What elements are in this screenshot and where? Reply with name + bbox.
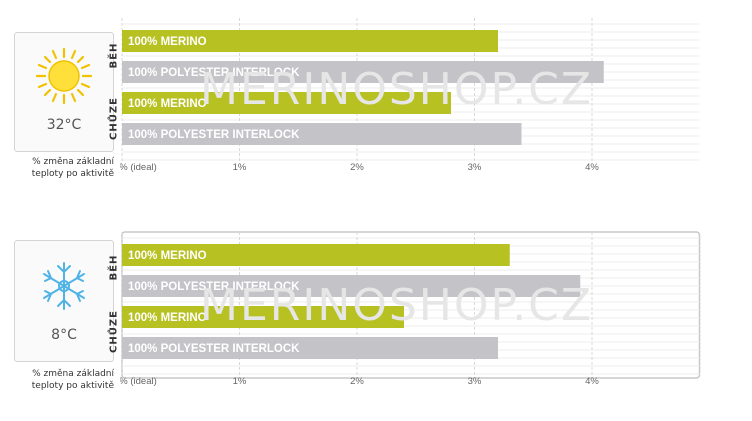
bar-polyester — [122, 337, 498, 359]
bar-label: 100% POLYESTER INTERLOCK — [128, 281, 300, 293]
icon-box-cold: 8°C — [14, 240, 114, 362]
group-label: BĚH — [108, 254, 120, 281]
bar-label: 100% POLYESTER INTERLOCK — [128, 129, 300, 141]
tick-label: 0% (ideal) — [120, 376, 157, 387]
sun-icon — [35, 47, 93, 105]
tick-label: 0% (ideal) — [120, 162, 157, 173]
temperature-label: 8°C — [51, 327, 77, 343]
tick-label: 3% — [468, 376, 482, 387]
chart-plot: 100% MERINO 100% POLYESTER INTERLOCK 100% … — [120, 231, 701, 387]
bar-merino — [122, 92, 451, 114]
snowflake-icon — [43, 262, 85, 310]
bar-merino — [122, 244, 510, 266]
axis-note: % změna základní teploty po aktivitě — [31, 157, 114, 179]
bar-polyester — [122, 275, 581, 297]
axis-note: % změna základní teploty po aktivitě — [31, 369, 114, 391]
group-label: CHŮZE — [108, 310, 120, 353]
bar-label: 100% MERINO — [128, 98, 207, 110]
chart-plot: 100% MERINO 100% POLYESTER INTERLOCK 100% … — [120, 18, 700, 173]
bar-label: 100% MERINO — [128, 250, 207, 262]
bar-label: 100% MERINO — [128, 312, 207, 324]
group-label: BĚH — [108, 42, 120, 69]
bar-polyester — [122, 123, 522, 145]
tick-label: 1% — [233, 162, 247, 173]
tick-label: 1% — [233, 376, 247, 387]
tick-label: 4% — [585, 376, 599, 387]
temperature-label: 32°C — [46, 117, 82, 133]
bar-label: 100% MERINO — [128, 36, 207, 48]
tick-label: 4% — [585, 162, 599, 173]
tick-label: 2% — [350, 162, 364, 173]
bar-merino — [122, 306, 404, 328]
bar-label: 100% POLYESTER INTERLOCK — [128, 67, 300, 79]
bar-polyester — [122, 61, 604, 83]
tick-label: 2% — [350, 376, 364, 387]
tick-label: 3% — [468, 162, 482, 173]
bar-merino — [122, 30, 498, 52]
bar-label: 100% POLYESTER INTERLOCK — [128, 343, 300, 355]
group-label: CHŮZE — [108, 97, 120, 140]
icon-box-warm: 32°C — [14, 32, 114, 152]
